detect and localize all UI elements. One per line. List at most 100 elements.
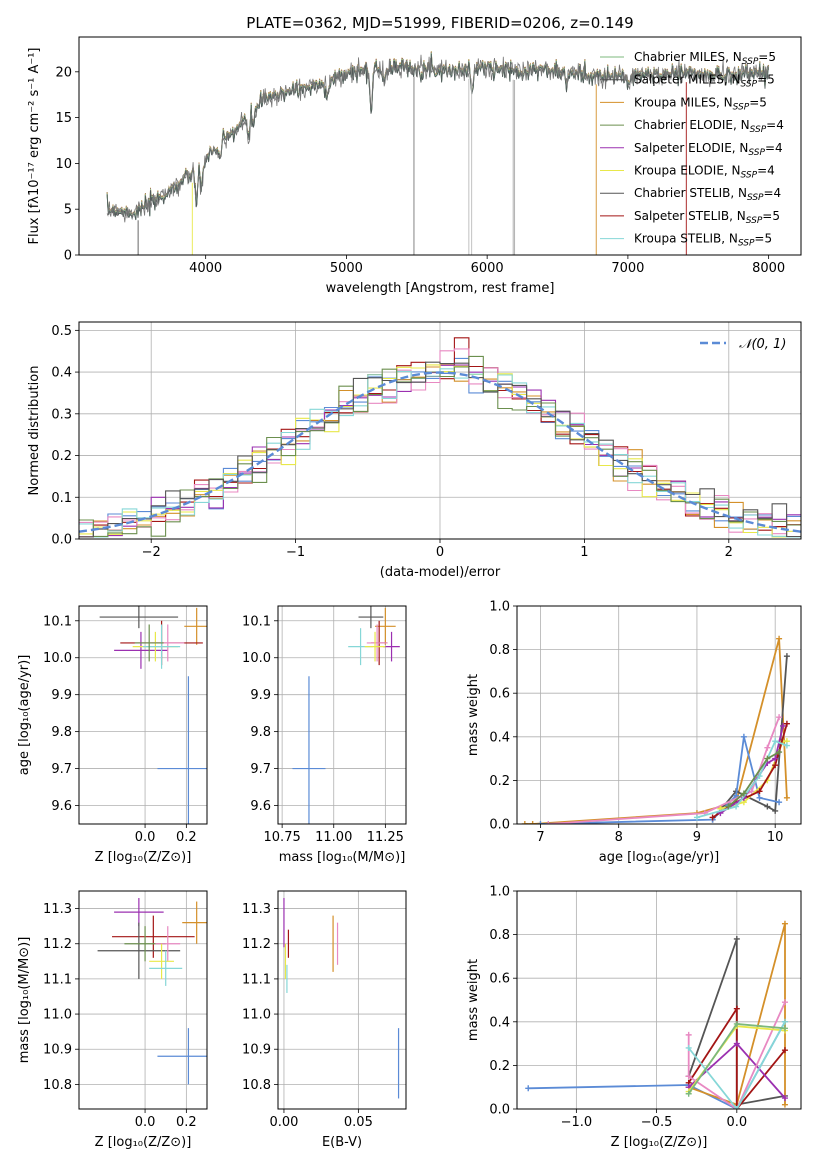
weight-point-marker bbox=[733, 1040, 740, 1047]
weight-series-line bbox=[687, 1021, 786, 1109]
y-axis-label: Flux [fλ10⁻¹⁷ erg cm⁻² s⁻¹ A⁻¹] bbox=[27, 48, 42, 245]
legend-entry: Chabrier ELODIE, NSSP=4 bbox=[634, 118, 784, 135]
weight-point-marker bbox=[776, 749, 783, 756]
x-tick-label: 0.2 bbox=[176, 1115, 197, 1130]
weight-point-marker bbox=[781, 1047, 788, 1054]
legend-entry: Salpeter MILES, NSSP=5 bbox=[634, 73, 775, 90]
weight-point-marker bbox=[756, 773, 763, 780]
weight-point-marker bbox=[537, 821, 544, 824]
y-tick-label: 11.2 bbox=[43, 937, 72, 952]
x-tick-label: −0.5 bbox=[641, 1115, 673, 1130]
chart-spectrum: 4000 5000 6000 7000 8000 0 5 10 15 20 wavelength [… bbox=[27, 36, 802, 296]
y-tick-label: 0.1 bbox=[51, 491, 72, 506]
y-tick-label: 0.5 bbox=[51, 324, 72, 339]
x-tick-label: −2 bbox=[142, 545, 161, 560]
x-tick-label: 0 bbox=[436, 545, 444, 560]
weight-point-marker bbox=[780, 722, 787, 729]
y-tick-label: 9.9 bbox=[51, 688, 72, 703]
y-tick-label: 0.4 bbox=[489, 1015, 510, 1030]
legend-entry: Kroupa STELIB, NSSP=5 bbox=[634, 232, 772, 249]
y-tick-label: 0.0 bbox=[489, 1103, 510, 1118]
weight-point-marker bbox=[772, 755, 779, 762]
legend-entry: Kroupa MILES, NSSP=5 bbox=[634, 95, 767, 112]
plot-area bbox=[292, 606, 400, 824]
weight-point-marker bbox=[781, 1018, 788, 1025]
weight-series-line bbox=[540, 736, 780, 824]
y-tick-label: 10.1 bbox=[242, 614, 271, 629]
weight-series-line bbox=[688, 923, 786, 1106]
y-tick-label: 0.6 bbox=[489, 972, 510, 987]
y-axis-label: age [log₁₀(age/yr)] bbox=[17, 655, 32, 776]
y-tick-label: 10.8 bbox=[242, 1078, 271, 1093]
x-axis-label: Z [log₁₀(Z/Z⊙)] bbox=[95, 1135, 192, 1150]
x-axis-label: E(B-V) bbox=[322, 1135, 362, 1150]
weight-point-marker bbox=[709, 814, 716, 821]
x-axis-label: Z [log₁₀(Z/Z⊙)] bbox=[95, 850, 192, 865]
y-tick-label: 0.2 bbox=[51, 449, 72, 464]
weight-point-marker bbox=[748, 788, 755, 795]
y-tick-label: 0.6 bbox=[489, 687, 510, 702]
weight-point-marker bbox=[733, 803, 740, 810]
weight-series-line bbox=[687, 1005, 786, 1109]
weight-point-marker bbox=[781, 999, 788, 1006]
weight-series-line bbox=[727, 751, 780, 808]
weight-point-marker bbox=[733, 1005, 740, 1012]
weight-point-marker bbox=[764, 744, 771, 751]
plot-area bbox=[521, 635, 790, 824]
y-tick-label: 11.0 bbox=[242, 1008, 271, 1023]
weight-point-marker bbox=[740, 733, 747, 740]
weight-point-marker bbox=[772, 762, 779, 769]
plot-area bbox=[79, 337, 801, 538]
x-axis-label: (data-model)/error bbox=[380, 565, 501, 580]
y-tick-label: 20 bbox=[55, 65, 72, 80]
axes-frame bbox=[516, 890, 802, 1110]
y-tick-label: 0.3 bbox=[51, 407, 72, 422]
weight-point-marker bbox=[764, 755, 771, 762]
y-tick-label: 10.8 bbox=[43, 1078, 72, 1093]
x-tick-label: 0.2 bbox=[176, 830, 197, 845]
gaussian-reference-line bbox=[79, 371, 801, 533]
legend-entry: Salpeter STELIB, NSSP=5 bbox=[634, 209, 780, 226]
x-axis-label: mass [log₁₀(M/M⊙)] bbox=[279, 850, 406, 865]
y-tick-label: 9.8 bbox=[250, 725, 271, 740]
y-tick-label: 0.2 bbox=[489, 1059, 510, 1074]
x-axis-label: Z [log₁₀(Z/Z⊙)] bbox=[611, 1135, 708, 1150]
weight-point-marker bbox=[740, 790, 747, 797]
y-tick-label: 11.3 bbox=[242, 902, 271, 917]
histogram-series bbox=[79, 355, 801, 537]
y-tick-label: 9.6 bbox=[250, 799, 271, 814]
weight-point-marker bbox=[772, 807, 779, 814]
y-tick-label: 11.2 bbox=[242, 937, 271, 952]
y-tick-label: 0.0 bbox=[51, 533, 72, 548]
x-tick-label: 0.0 bbox=[726, 1115, 747, 1130]
histogram-series bbox=[79, 361, 801, 538]
weight-point-marker bbox=[685, 1090, 692, 1097]
weight-point-marker bbox=[685, 1073, 692, 1080]
y-tick-label: 15 bbox=[55, 111, 72, 126]
y-tick-label: 5 bbox=[64, 203, 72, 218]
x-tick-label: 10.75 bbox=[264, 830, 301, 845]
legend-entry: Salpeter ELODIE, NSSP=4 bbox=[634, 141, 783, 158]
x-axis-label: age [log₁₀(age/yr)] bbox=[599, 850, 720, 865]
x-axis-label: wavelength [Angstrom, rest frame] bbox=[326, 281, 555, 296]
x-tick-label: 2 bbox=[725, 545, 733, 560]
y-tick-label: 11.3 bbox=[43, 902, 72, 917]
weight-point-marker bbox=[693, 814, 700, 821]
x-tick-label: 7 bbox=[536, 830, 544, 845]
weight-point-marker bbox=[764, 803, 771, 810]
chart-mass-weight-vs-age: 7 8 9 10 0.0 0.2 0.4 0.6 0.8 1.0 age [log₁₀(age/yr… bbox=[466, 600, 802, 865]
y-tick-label: 0.8 bbox=[489, 643, 510, 658]
y-tick-label: 10.1 bbox=[43, 614, 72, 629]
chart-mass-vs-EBV: 0.00 0.05 10.8 10.9 11.0 11.1 11.2 11.3 E(B-V) bbox=[242, 890, 407, 1150]
y-tick-label: 11.0 bbox=[43, 1008, 72, 1023]
axes-frame bbox=[277, 890, 407, 1110]
weight-point-marker bbox=[783, 794, 790, 801]
plot-area bbox=[99, 606, 207, 824]
x-tick-label: 0.0 bbox=[135, 1115, 156, 1130]
x-tick-label: 0.00 bbox=[269, 1115, 298, 1130]
legend: Chabrier MILES, NSSP=5 Salpeter MILES, NS… bbox=[600, 50, 784, 249]
x-tick-label: 0.0 bbox=[135, 830, 156, 845]
plot-area bbox=[97, 898, 207, 1085]
y-tick-label: 9.7 bbox=[51, 762, 72, 777]
